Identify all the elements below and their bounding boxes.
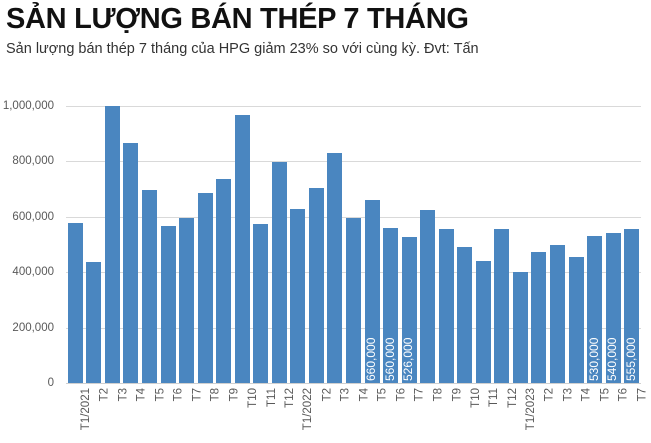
x-tick-label: T5 (363, 388, 389, 443)
x-tick-label: T2 (85, 388, 111, 443)
x-tick-label: T7 (177, 388, 203, 443)
bar-value-label: 540,000 (605, 337, 620, 381)
bar-value-label: 526,000 (401, 337, 416, 381)
bar (67, 222, 83, 383)
bar (420, 209, 436, 383)
x-axis: T1/2021 T2 T3 T4 T5 T6 T7 T8 T9 T10 T11 T12 T1/2022 T… (66, 388, 648, 443)
bar (327, 153, 343, 383)
bar (346, 217, 361, 383)
x-tick-label: T12 (493, 388, 519, 443)
bar (290, 209, 306, 383)
bar (271, 161, 287, 383)
bar (494, 229, 510, 383)
x-tick-label: T1/2021 (66, 388, 92, 443)
x-tick-label: T4 (122, 388, 148, 443)
bar (457, 247, 473, 383)
bar (104, 106, 120, 383)
y-tick-label: 1,000,000 (2, 100, 54, 112)
x-tick-label: T12 (270, 388, 296, 443)
gridline (66, 383, 641, 384)
x-tick-text: T7 (636, 388, 649, 402)
x-tick-label: T8 (196, 388, 222, 443)
bar: 560,000 (382, 227, 399, 383)
x-tick-label: T11 (251, 388, 277, 443)
bar: 530,000 (586, 236, 603, 383)
x-tick-label: T3 (326, 388, 352, 443)
bar (141, 189, 157, 383)
chart-title: SẢN LƯỢNG BÁN THÉP 7 THÁNG (6, 3, 469, 35)
bar (568, 256, 584, 383)
x-tick-label: T10 (233, 388, 259, 443)
x-tick-label: T6 (604, 388, 630, 443)
x-tick-label: T2 (530, 388, 556, 443)
gridline (66, 216, 641, 218)
x-tick-label: T10 (456, 388, 482, 443)
gridline (66, 161, 641, 163)
bar (475, 261, 491, 383)
y-tick-label: 800,000 (12, 155, 54, 168)
chart-subtitle: Sản lượng bán thép 7 tháng của HPG giảm … (6, 41, 479, 57)
x-tick-label: T6 (159, 388, 185, 443)
x-tick-label: T4 (567, 388, 593, 443)
x-tick-label: T3 (548, 388, 574, 443)
y-tick-label: 400,000 (12, 266, 54, 279)
bar (216, 179, 232, 383)
bar: 660,000 (364, 200, 380, 383)
x-tick-label: T7 (622, 388, 648, 443)
bar (160, 225, 176, 383)
bar (234, 114, 250, 383)
x-tick-label: T9 (437, 388, 463, 443)
x-tick-label: T8 (418, 388, 444, 443)
bar-value-label: 560,000 (382, 337, 397, 381)
bar (438, 229, 454, 383)
x-tick-label: T3 (103, 388, 129, 443)
x-tick-label: T11 (474, 388, 500, 443)
bar (123, 143, 139, 383)
bar: 540,000 (605, 233, 621, 383)
bar-value-label: 555,000 (623, 337, 638, 381)
x-tick-label: T4 (344, 388, 370, 443)
y-tick-label: 600,000 (12, 210, 54, 223)
gridline (66, 106, 641, 107)
bar (86, 261, 102, 383)
bar (179, 217, 195, 383)
bar-value-label: 530,000 (586, 337, 601, 381)
bar: 526,000 (401, 237, 417, 383)
bar-value-label: 660,000 (364, 337, 379, 381)
x-tick-label: T5 (140, 388, 166, 443)
x-tick-label: T1/2023 (511, 388, 537, 443)
x-tick-label: T7 (400, 388, 426, 443)
x-tick-label: T2 (307, 388, 333, 443)
bar (550, 245, 566, 383)
y-tick-label: 0 (47, 377, 54, 389)
bar (253, 224, 269, 383)
bar (512, 271, 528, 383)
plot-area: 660,000 560,000 526,000 530,000 540,000 555,0… (66, 106, 641, 384)
x-tick-label: T5 (585, 388, 611, 443)
bar (308, 188, 324, 383)
bar (197, 192, 213, 383)
x-tick-label: T1/2022 (289, 388, 315, 443)
y-tick-label: 200,000 (12, 321, 54, 334)
bar: 555,000 (623, 229, 640, 383)
x-tick-label: T6 (381, 388, 407, 443)
bar (531, 251, 547, 383)
x-tick-label: T9 (214, 388, 240, 443)
